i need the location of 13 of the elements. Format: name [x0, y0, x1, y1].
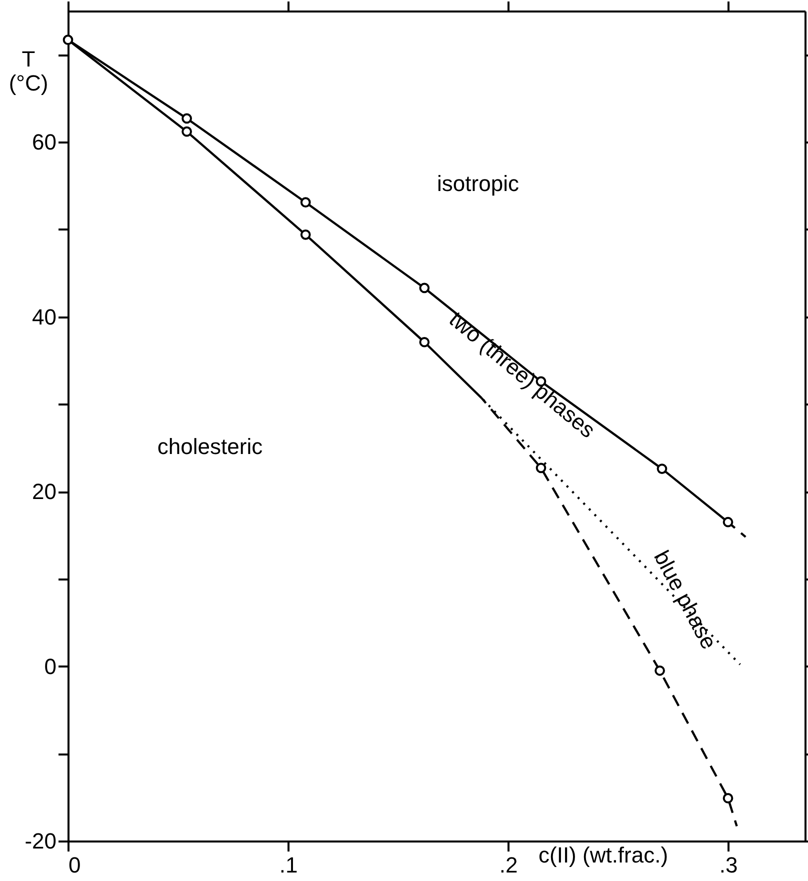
y-tick-label: 60 [32, 130, 56, 155]
annotation: isotropic [437, 171, 519, 196]
x-tick-label: .1 [279, 852, 298, 878]
y-tick-label: -20 [24, 828, 56, 854]
y-tick-label: 20 [32, 479, 56, 504]
y-axis-title: T (°C) [8, 46, 48, 96]
x-tick-label: .3 [719, 852, 738, 878]
x-axis-title: c(II) (wt.frac.) [538, 842, 668, 868]
annotation: cholesteric [157, 434, 263, 459]
y-tick-label: 0 [44, 654, 56, 679]
y-tick-label: 40 [32, 304, 56, 330]
x-tick-label: 0 [68, 852, 81, 878]
x-tick-label: .2 [499, 852, 518, 878]
